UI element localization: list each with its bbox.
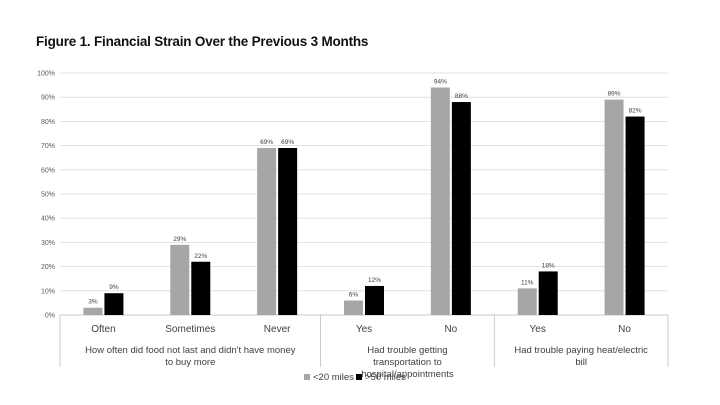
legend-label: >50 miles: [365, 372, 406, 383]
y-tick-label: 30%: [41, 240, 55, 247]
data-label: 11%: [521, 279, 534, 286]
y-tick-label: 100%: [37, 71, 55, 78]
bar: [365, 285, 384, 315]
x-category-label: No: [444, 324, 457, 335]
bar: [170, 244, 190, 315]
data-label: 88%: [455, 93, 468, 100]
legend-swatch: [304, 374, 310, 380]
y-tick-label: 40%: [41, 216, 55, 223]
data-label: 12%: [368, 277, 381, 284]
y-tick-label: 0%: [45, 313, 55, 320]
legend-label: <20 miles: [313, 372, 354, 383]
chart-title: Figure 1. Financial Strain Over the Prev…: [36, 34, 369, 49]
y-tick-label: 70%: [41, 143, 55, 150]
x-group-label: transportation to: [373, 357, 442, 368]
x-category-label: Sometimes: [165, 324, 215, 335]
y-tick-label: 20%: [41, 264, 55, 271]
data-label: 18%: [542, 262, 555, 269]
y-tick-label: 60%: [41, 167, 55, 174]
data-label: 69%: [260, 139, 273, 146]
x-category-label: No: [618, 324, 631, 335]
x-group-label: hospital/appointments: [361, 369, 454, 380]
x-category-label: Never: [264, 324, 291, 335]
bar: [83, 307, 103, 315]
y-tick-label: 90%: [41, 95, 55, 102]
bar: [517, 288, 537, 315]
data-label: 89%: [608, 91, 621, 98]
x-group-label: Had trouble paying heat/electric: [514, 345, 648, 356]
bar: [257, 148, 277, 315]
data-label: 69%: [281, 139, 294, 146]
bar: [625, 116, 645, 315]
data-label: 3%: [88, 299, 98, 306]
data-label: 94%: [434, 79, 447, 86]
data-label: 6%: [349, 291, 359, 298]
x-category-label: Often: [91, 324, 115, 335]
x-group-label: Had trouble getting: [367, 345, 447, 356]
y-tick-label: 10%: [41, 288, 55, 295]
bar: [451, 102, 471, 315]
data-label: 22%: [194, 253, 207, 260]
bar: [104, 293, 124, 315]
x-group-label: to buy more: [165, 357, 215, 368]
x-group-label: How often did food not last and didn't h…: [85, 345, 296, 356]
data-label: 9%: [109, 284, 119, 291]
y-tick-label: 50%: [41, 192, 55, 199]
bar: [538, 271, 558, 315]
x-category-label: Yes: [356, 324, 372, 335]
y-tick-label: 80%: [41, 119, 55, 126]
bar: [191, 261, 211, 315]
legend-swatch: [356, 374, 362, 380]
bar: [604, 99, 624, 316]
x-category-label: Yes: [530, 324, 546, 335]
bar: [430, 87, 450, 316]
data-label: 29%: [173, 236, 186, 243]
data-label: 82%: [629, 108, 642, 115]
bar: [344, 300, 363, 315]
x-group-label: bill: [575, 357, 587, 368]
bar: [278, 148, 298, 315]
